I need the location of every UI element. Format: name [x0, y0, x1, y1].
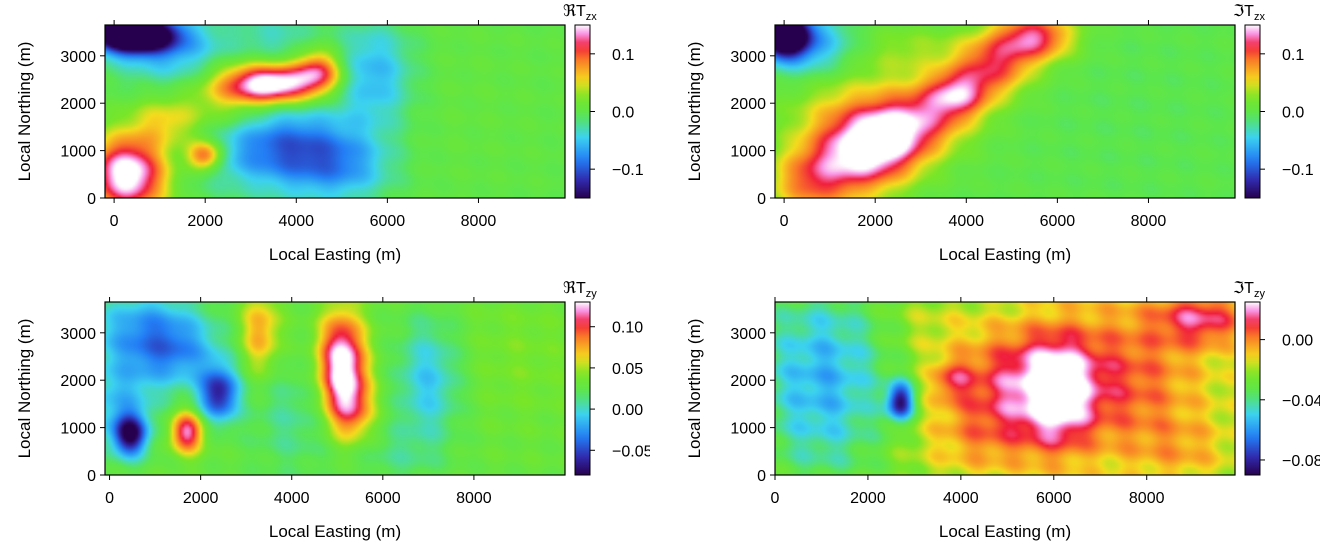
plot-frame: [104, 301, 566, 476]
x-tick-label: 6000: [365, 490, 401, 507]
colorbar-tick-label: 0.1: [1282, 47, 1304, 64]
colorbar-title: ℜTzy: [563, 280, 597, 300]
colorbar: [1244, 24, 1261, 199]
y-tick-label: 1000: [730, 421, 766, 438]
x-tick-label: 6000: [1036, 490, 1072, 507]
x-tick-label: 8000: [456, 490, 492, 507]
x-tick-label: 2000: [183, 490, 219, 507]
x-tick-label: 6000: [1040, 213, 1076, 230]
colorbar-tick-label: 0.10: [612, 320, 643, 337]
y-tick-label: 3000: [730, 49, 766, 66]
y-tick-label: 1000: [730, 144, 766, 161]
x-tick-label: 0: [780, 213, 789, 230]
x-tick-label: 4000: [943, 490, 979, 507]
heatmap-im-tzy: 0 2000 4000 6000 8000 0 1000 2000 3000 Local East…: [685, 280, 1322, 541]
x-tick-label: 2000: [857, 213, 893, 230]
colorbar: [574, 301, 591, 476]
chart-panel-im-tzy: 0 2000 4000 6000 8000 0 1000 2000 3000 Local East…: [670, 277, 1322, 552]
chart-panel-re-tzx: 0 2000 4000 6000 8000 0 1000 2000 3000 Local East…: [0, 0, 650, 275]
colorbar-tick-label: −0.1: [612, 162, 644, 179]
heatmap-re-tzy: 0 2000 4000 6000 8000 0 1000 2000 3000 Local East…: [15, 280, 653, 541]
colorbar-tick-label: −0.08: [1282, 453, 1320, 470]
x-axis-label: Local Easting (m): [939, 245, 1071, 264]
y-tick-label: 3000: [730, 326, 766, 343]
colorbar: [1244, 301, 1261, 476]
colorbar-tick-label: 0.0: [1282, 105, 1304, 122]
heatmap-im-tzx: 0 2000 4000 6000 8000 0 1000 2000 3000 Local East…: [685, 3, 1314, 264]
colorbar-tick-label: −0.04: [1282, 393, 1320, 410]
x-tick-label: 0: [771, 490, 780, 507]
heatmap-image: [775, 25, 1235, 198]
plot-frame: [774, 24, 1236, 199]
plot-frame: [104, 24, 566, 199]
colorbar-tick-label: 0.1: [612, 47, 634, 64]
y-tick-label: 3000: [60, 326, 96, 343]
heatmap-image: [105, 302, 565, 475]
x-tick-label: 4000: [274, 490, 310, 507]
x-tick-label: 6000: [370, 213, 406, 230]
colorbar-tick-label: −0.05: [612, 443, 650, 460]
x-axis-label: Local Easting (m): [269, 245, 401, 264]
chart-panel-im-tzx: 0 2000 4000 6000 8000 0 1000 2000 3000 Local East…: [670, 0, 1320, 275]
x-tick-label: 8000: [1129, 490, 1165, 507]
heatmap-image: [775, 302, 1235, 475]
x-tick-label: 2000: [187, 213, 223, 230]
x-axis-label: Local Easting (m): [269, 522, 401, 541]
x-tick-label: 4000: [278, 213, 314, 230]
plot-frame: [774, 301, 1236, 476]
colorbar-title: ℜTzx: [563, 3, 597, 23]
colorbar-tick-label: −0.1: [1282, 162, 1314, 179]
y-tick-label: 2000: [60, 373, 96, 390]
y-axis-label: Local Northing (m): [15, 42, 34, 182]
x-tick-label: 8000: [461, 213, 497, 230]
y-tick-label: 2000: [730, 373, 766, 390]
heatmap-image: [105, 25, 565, 198]
x-tick-label: 4000: [948, 213, 984, 230]
y-tick-label: 0: [757, 468, 766, 485]
y-tick-label: 0: [87, 191, 96, 208]
colorbar-title: ℑTzx: [1233, 3, 1265, 23]
colorbar-tick-label: 0.05: [612, 361, 643, 378]
y-tick-label: 0: [757, 191, 766, 208]
x-tick-label: 2000: [850, 490, 886, 507]
colorbar-tick-label: 0.00: [612, 402, 643, 419]
y-axis-label: Local Northing (m): [685, 42, 704, 182]
colorbar-tick-label: 0.00: [1282, 333, 1313, 350]
y-axis-label: Local Northing (m): [15, 319, 34, 459]
y-tick-label: 1000: [60, 144, 96, 161]
y-tick-label: 3000: [60, 49, 96, 66]
colorbar: [574, 24, 591, 199]
y-tick-label: 1000: [60, 421, 96, 438]
y-tick-label: 2000: [60, 96, 96, 113]
y-tick-label: 0: [87, 468, 96, 485]
x-tick-label: 0: [105, 490, 114, 507]
heatmap-re-tzx: 0 2000 4000 6000 8000 0 1000 2000 3000 Local East…: [15, 3, 644, 264]
y-axis-label: Local Northing (m): [685, 319, 704, 459]
colorbar-tick-label: 0.0: [612, 105, 634, 122]
colorbar-title: ℑTzy: [1233, 280, 1265, 300]
y-tick-label: 2000: [730, 96, 766, 113]
chart-panel-re-tzy: 0 2000 4000 6000 8000 0 1000 2000 3000 Local East…: [0, 277, 653, 552]
x-axis-label: Local Easting (m): [939, 522, 1071, 541]
x-tick-label: 8000: [1131, 213, 1167, 230]
x-tick-label: 0: [110, 213, 119, 230]
